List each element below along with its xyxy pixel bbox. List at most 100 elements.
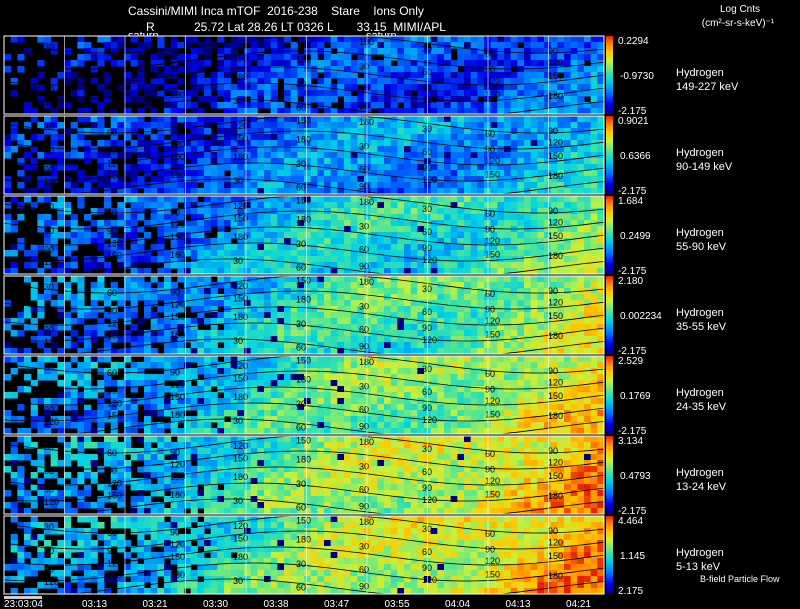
heatmap-cell (110, 410, 118, 417)
heatmap-cell (504, 134, 512, 141)
heatmap-cell (357, 410, 365, 417)
heatmap-cell (77, 300, 85, 307)
heatmap-cell (497, 72, 505, 79)
heatmap-cell (270, 36, 278, 43)
heatmap-cell (450, 146, 458, 153)
heatmap-cell (137, 108, 145, 115)
heatmap-cell (330, 410, 338, 417)
heatmap-cell (37, 362, 45, 369)
heatmap-cell (177, 348, 185, 355)
heatmap-cell (397, 336, 405, 343)
heatmap-cell (157, 140, 165, 147)
heatmap-cell (577, 336, 585, 343)
heatmap-cell (184, 208, 192, 215)
heatmap-cell (377, 146, 385, 153)
heatmap-cell (490, 140, 498, 147)
heatmap-cell (484, 96, 492, 103)
heatmap-cell (490, 60, 498, 67)
heatmap-cell (397, 300, 405, 307)
heatmap-cell (164, 288, 172, 295)
heatmap-cell (90, 48, 98, 55)
heatmap-cell (390, 368, 398, 375)
heatmap-cell (157, 250, 165, 257)
heatmap-cell (304, 238, 312, 245)
heatmap-cell (530, 60, 538, 67)
heatmap-cell (457, 262, 465, 269)
heatmap-cell (370, 282, 378, 289)
heatmap-cell (37, 152, 45, 159)
heatmap-cell (224, 428, 232, 435)
heatmap-cell (377, 208, 385, 215)
heatmap-cell (264, 410, 272, 417)
heatmap-cell (464, 306, 472, 313)
contour-value-label: 120 (170, 220, 185, 230)
heatmap-cell (77, 36, 85, 43)
heatmap-cell (517, 96, 525, 103)
heatmap-cell (377, 220, 385, 227)
heatmap-cell (190, 282, 198, 289)
heatmap-cell (537, 176, 545, 183)
heatmap-cell (304, 176, 312, 183)
heatmap-cell (190, 422, 198, 429)
heatmap-cell (457, 226, 465, 233)
heatmap-cell (497, 256, 505, 263)
heatmap-cell (537, 288, 545, 295)
heatmap-cell (297, 282, 305, 289)
heatmap-cell (330, 202, 338, 209)
heatmap-cell (130, 182, 138, 189)
heatmap-cell (464, 336, 472, 343)
heatmap-cell (224, 318, 232, 325)
heatmap-cell (137, 116, 145, 123)
heatmap-cell (584, 90, 592, 97)
heatmap-cell (237, 428, 245, 435)
heatmap-cell (37, 306, 45, 313)
heatmap-cell (297, 330, 305, 337)
heatmap-cell (350, 324, 358, 331)
heatmap-cell (297, 188, 305, 195)
heatmap-cell (264, 306, 272, 313)
heatmap-cell (284, 356, 292, 363)
heatmap-cell (350, 232, 358, 239)
heatmap-cell (110, 294, 118, 301)
heatmap-cell (484, 102, 492, 109)
heatmap-cell (24, 122, 32, 129)
colorbar-min-label: -2.175 (618, 186, 647, 197)
heatmap-cell (457, 318, 465, 325)
heatmap-cell (124, 196, 132, 203)
heatmap-cell (584, 146, 592, 153)
heatmap-cell (350, 48, 358, 55)
heatmap-cell (364, 214, 372, 221)
heatmap-cell (570, 116, 578, 123)
heatmap-cell (304, 250, 312, 257)
contour-value-label: 180 (359, 37, 374, 47)
heatmap-cell (137, 238, 145, 245)
heatmap-cell (324, 256, 332, 263)
heatmap-cell (290, 214, 298, 221)
heatmap-cell (464, 158, 472, 165)
heatmap-cell (390, 386, 398, 393)
heatmap-cell (357, 324, 365, 331)
heatmap-cell (577, 164, 585, 171)
heatmap-cell (264, 78, 272, 85)
heatmap-cell (130, 300, 138, 307)
heatmap-cell (524, 134, 532, 141)
heatmap-cell (77, 422, 85, 429)
heatmap-cell (530, 134, 538, 141)
heatmap-cell (304, 262, 312, 269)
contour-value-label: 180 (548, 331, 563, 341)
heatmap-cell (530, 140, 538, 147)
heatmap-cell (304, 202, 312, 209)
heatmap-cell (364, 262, 372, 269)
heatmap-cell (237, 318, 245, 325)
heatmap-cell (390, 140, 398, 147)
heatmap-cell (364, 244, 372, 251)
heatmap-cell (324, 188, 332, 195)
heatmap-cell (210, 368, 218, 375)
heatmap-cell (184, 250, 192, 257)
heatmap-cell (490, 276, 498, 283)
heatmap-cell (210, 410, 218, 417)
heatmap-cell (177, 362, 185, 369)
heatmap-cell (230, 220, 238, 227)
heatmap-cell (164, 336, 172, 343)
heatmap-cell (517, 90, 525, 97)
